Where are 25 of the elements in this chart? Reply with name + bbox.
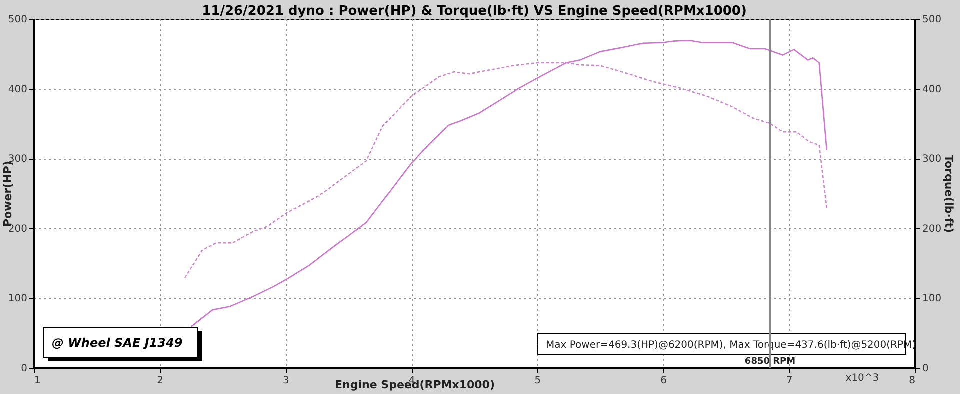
y-tick-label: 0 bbox=[21, 364, 28, 374]
x-tick-label: 3 bbox=[283, 376, 290, 386]
ref-line-label: 6850 RPM bbox=[744, 357, 796, 367]
y-tick-label: 500 bbox=[8, 14, 28, 26]
line-series bbox=[184, 62, 828, 279]
y-axis-title: Power(HP) bbox=[2, 161, 14, 227]
y2-tick-label: 100 bbox=[922, 294, 942, 305]
y2-tick-label: 500 bbox=[922, 14, 942, 26]
x-tick-label: 7 bbox=[786, 376, 793, 386]
y-tick-label: 100 bbox=[8, 294, 28, 305]
x-tick-label: 6 bbox=[660, 376, 667, 386]
annotation: @ Wheel SAE J1349 bbox=[52, 336, 183, 350]
x-tick-label: 1 bbox=[34, 376, 41, 386]
y2-axis-title: Torque(lb·ft) bbox=[942, 154, 956, 234]
text: x10^3 bbox=[846, 373, 880, 384]
x-tick-label: 5 bbox=[534, 376, 542, 386]
y2-tick-label: 200 bbox=[922, 224, 942, 235]
chart-title: 11/26/2021 dyno : Power(HP) & Torque(lb·ft) VS Engine Speed(RPMx1000) bbox=[202, 4, 747, 19]
y2-tick-label: 400 bbox=[922, 84, 942, 96]
line-series bbox=[190, 40, 828, 328]
y2-tick-label: 0 bbox=[922, 364, 929, 374]
y2-tick-label: 300 bbox=[922, 154, 942, 166]
x-tick-label: 2 bbox=[157, 376, 164, 386]
y-tick-label: 400 bbox=[8, 84, 28, 96]
x-tick-label: 8 bbox=[909, 376, 916, 386]
